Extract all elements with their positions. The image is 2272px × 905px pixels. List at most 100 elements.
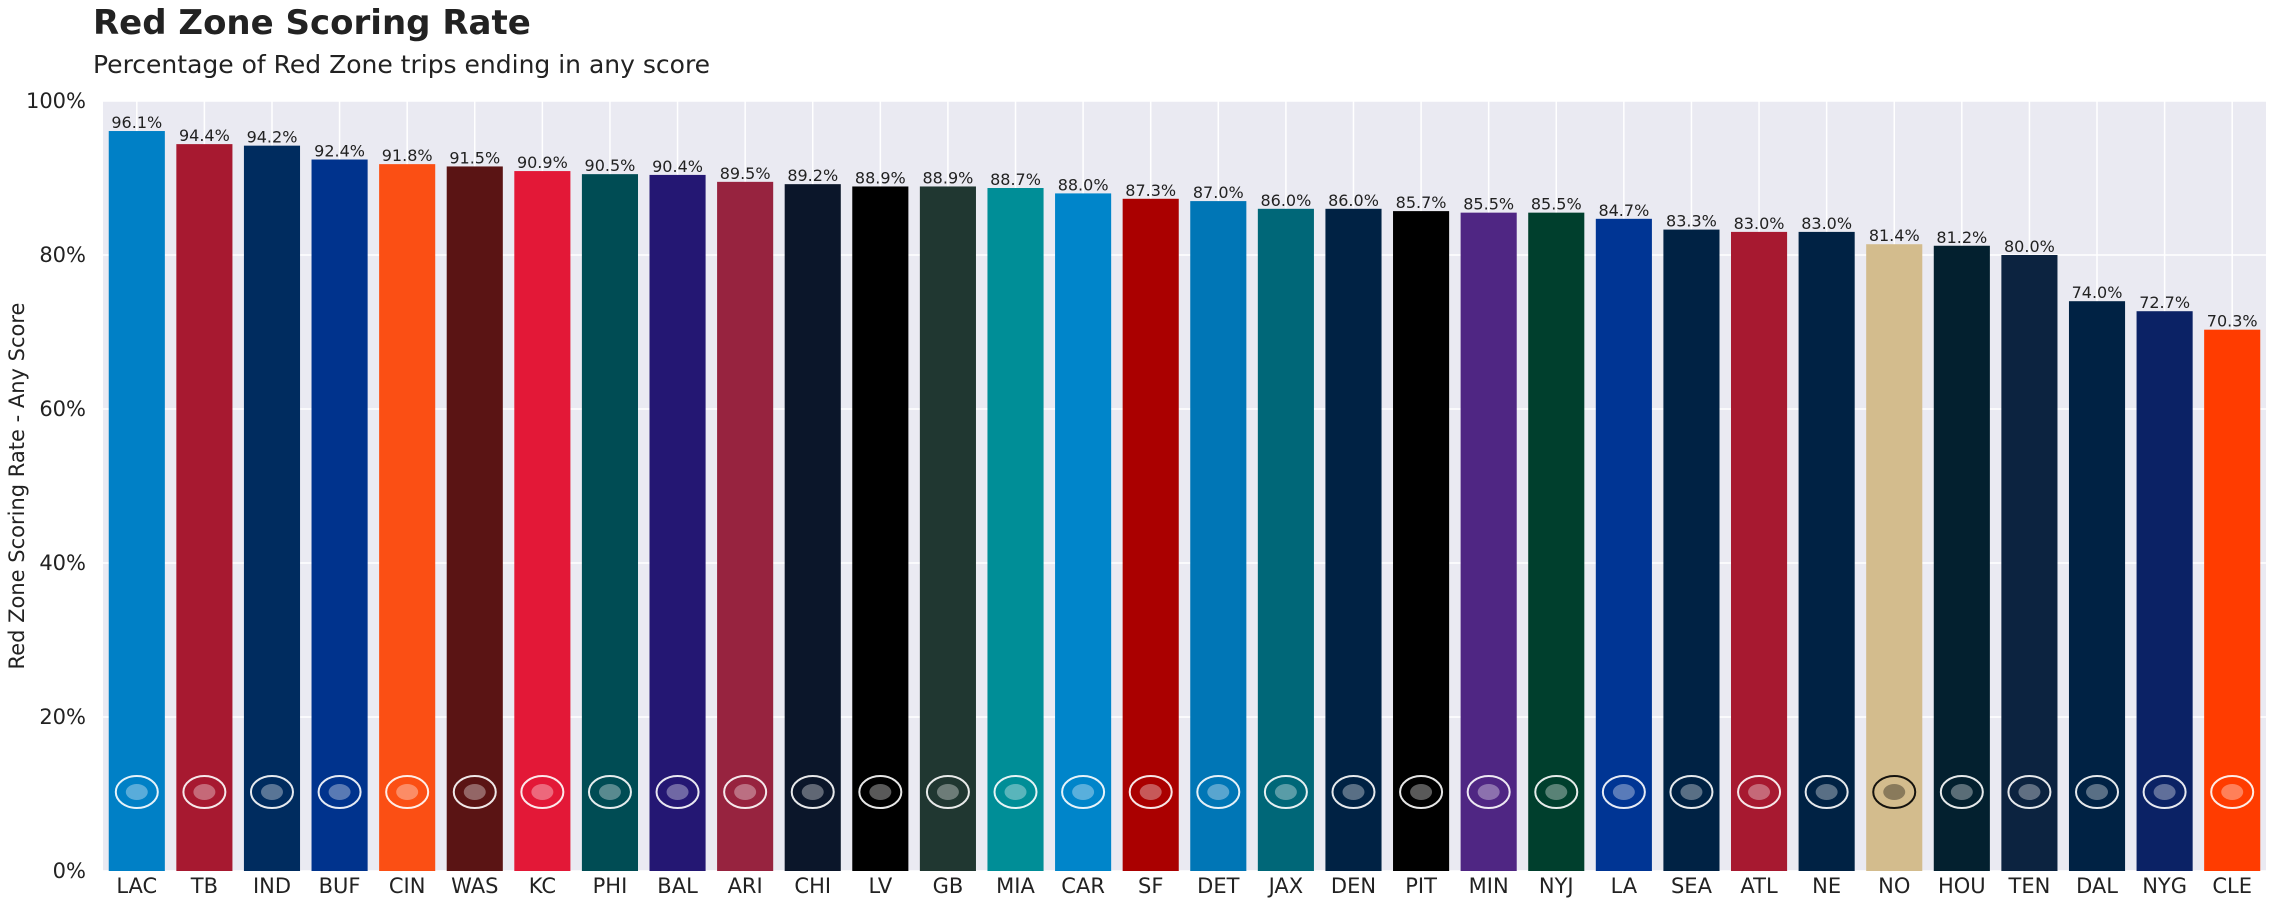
bar-nyg: [2136, 311, 2193, 872]
x-tick-label: PHI: [593, 874, 628, 898]
falcons-icon: [1737, 775, 1782, 809]
x-tick-label: CIN: [389, 874, 426, 898]
y-tick-label: 40%: [39, 551, 86, 575]
value-label: 85.5%: [1463, 195, 1514, 214]
bar-la: [1595, 218, 1652, 871]
y-tick-label: 60%: [39, 397, 86, 421]
x-tick-label: SEA: [1671, 874, 1713, 898]
x-tick-label: WAS: [451, 874, 498, 898]
value-label: 86.0%: [1260, 191, 1311, 210]
buccaneers-flag-icon: [182, 775, 227, 809]
x-tick-label: DEN: [1331, 874, 1376, 898]
team-logos: [114, 775, 2255, 809]
cowboys-star-icon: [2075, 775, 2120, 809]
bar-sf: [1122, 198, 1179, 872]
value-label: 72.7%: [2139, 293, 2190, 312]
bar-sea: [1663, 229, 1720, 872]
eagles-head-icon: [587, 775, 632, 809]
x-tick-label: CHI: [794, 874, 831, 898]
commanders-w-icon: [452, 775, 497, 809]
x-tick-label: LAC: [116, 874, 157, 898]
bar-buf: [311, 159, 368, 871]
bengals-stripes-icon: [385, 775, 430, 809]
patriots-head-icon: [1804, 775, 1849, 809]
bar-bal: [649, 174, 706, 872]
browns-dog-icon: [2210, 775, 2255, 809]
chargers-bolt-icon: [114, 775, 159, 809]
bar-ind: [243, 145, 301, 871]
value-label: 89.5%: [720, 164, 771, 183]
bills-buffalo-icon: [317, 775, 362, 809]
y-axis-label: Red Zone Scoring Rate - Any Score: [5, 303, 29, 670]
bar-chi: [784, 184, 841, 871]
x-tick-label: LA: [1611, 874, 1638, 898]
rams-horn-icon: [1601, 775, 1646, 809]
packers-g-icon: [925, 775, 970, 809]
value-label: 85.7%: [1396, 193, 1447, 212]
x-tick-label: ATL: [1740, 874, 1778, 898]
value-label: 94.2%: [247, 128, 298, 147]
x-tick-label: MIN: [1469, 874, 1509, 898]
y-tick-label: 20%: [39, 705, 86, 729]
bar-gb: [919, 186, 976, 872]
value-label: 92.4%: [314, 142, 365, 161]
x-tick-label: BUF: [319, 874, 361, 898]
bears-head-icon: [790, 775, 835, 809]
bar-was: [446, 166, 503, 871]
x-tick-label: KC: [529, 874, 556, 898]
value-label: 86.0%: [1328, 191, 1379, 210]
value-label: 88.7%: [990, 170, 1041, 189]
chart-title: Red Zone Scoring Rate: [93, 3, 531, 43]
value-label: 91.8%: [382, 146, 433, 165]
value-label: 94.4%: [179, 126, 230, 145]
bar-pit: [1393, 211, 1450, 872]
jets-wordmark-icon: [1534, 775, 1579, 809]
x-tick-label: GB: [933, 874, 964, 898]
value-label: 90.9%: [517, 153, 568, 172]
seahawks-head-icon: [1669, 775, 1714, 809]
bar-hou: [1933, 245, 1990, 871]
x-tick-label: HOU: [1938, 874, 1986, 898]
value-label: 83.0%: [1734, 214, 1785, 233]
value-label: 87.0%: [1193, 183, 1244, 202]
value-label: 70.3%: [2207, 312, 2258, 331]
value-label: 90.5%: [585, 156, 636, 175]
bar-tb: [176, 144, 233, 871]
x-tick-label: IND: [253, 874, 291, 898]
x-tick-label: PIT: [1405, 874, 1437, 898]
bar-jax: [1257, 208, 1314, 872]
bar-mia: [987, 188, 1044, 871]
steelers-circle-icon: [1399, 775, 1444, 809]
value-label: 88.0%: [1058, 175, 1109, 194]
x-axis-ticks: LAC TB IND BUF CIN WAS KC PHI BAL ARI CHI LV GB MIA CA…: [116, 874, 2252, 898]
value-label: 91.5%: [449, 148, 500, 167]
bar-kc: [514, 171, 571, 871]
value-label: 74.0%: [2072, 283, 2123, 302]
bar-cle: [2204, 329, 2261, 871]
lions-icon: [1196, 775, 1241, 809]
x-tick-label: NE: [1812, 874, 1841, 898]
broncos-head-icon: [1331, 775, 1376, 809]
value-label: 84.7%: [1598, 201, 1649, 220]
texans-bull-icon: [1939, 775, 1984, 809]
x-tick-label: TB: [190, 874, 218, 898]
value-labels: 96.1% 94.4% 94.2% 92.4% 91.8% 91.5% 90.9% 90.5%…: [111, 113, 2257, 331]
y-tick-label: 100%: [26, 89, 86, 113]
raiders-shield-icon: [858, 775, 903, 809]
value-label: 80.0%: [2004, 237, 2055, 256]
value-label: 90.4%: [652, 157, 703, 176]
y-axis-ticks: 0% 20% 40% 60% 80% 100%: [26, 89, 86, 883]
x-tick-label: SF: [1138, 874, 1163, 898]
value-label: 81.2%: [1936, 228, 1987, 247]
y-tick-label: 0%: [53, 859, 86, 883]
bar-no: [1866, 244, 1923, 872]
value-label: 81.4%: [1869, 226, 1920, 245]
ravens-head-icon: [655, 775, 700, 809]
x-tick-label: NYG: [2142, 874, 2187, 898]
cardinals-head-icon: [723, 775, 768, 809]
x-tick-label: CAR: [1061, 874, 1105, 898]
bar-lv: [852, 186, 909, 872]
x-tick-label: CLE: [2212, 874, 2252, 898]
value-label: 83.0%: [1801, 214, 1852, 233]
